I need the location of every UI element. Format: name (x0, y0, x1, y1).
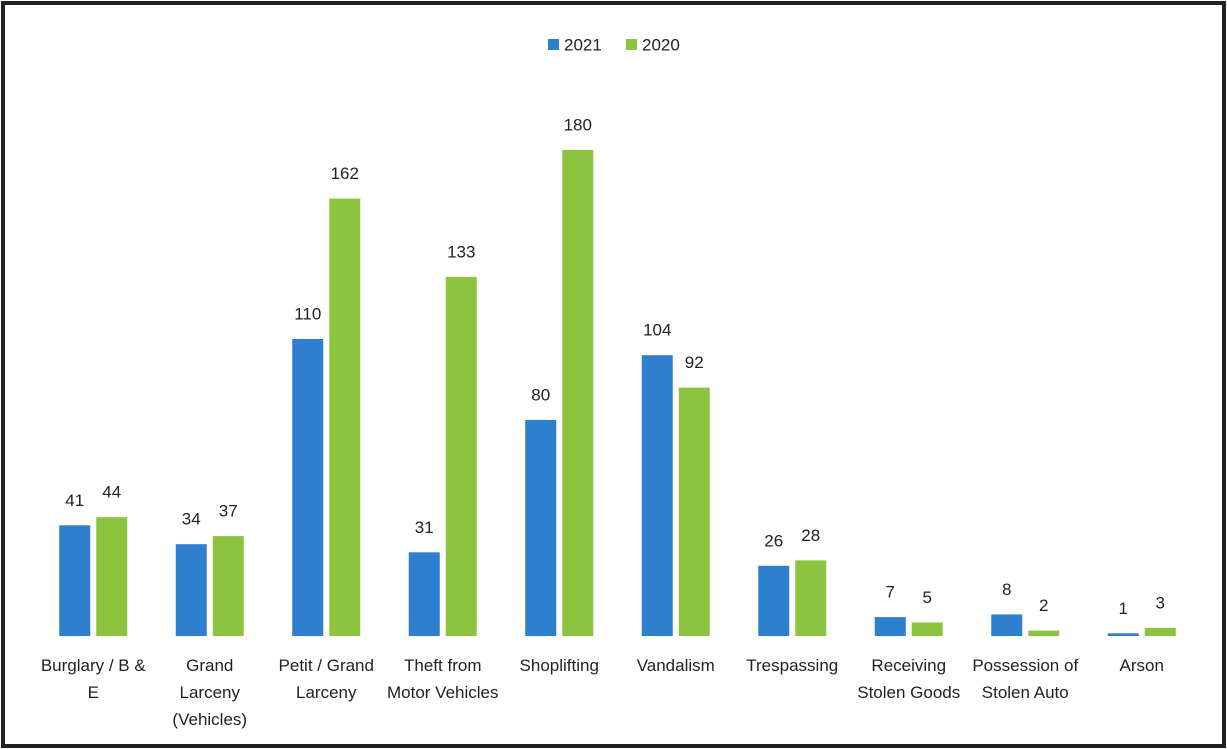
data-label: 44 (102, 483, 121, 502)
x-tick-label: Possession of Stolen Auto (972, 656, 1079, 702)
bar (59, 525, 91, 636)
bar (445, 276, 477, 636)
bar (795, 560, 827, 636)
data-label: 2 (1039, 596, 1048, 615)
x-tick-label: Trespassing (746, 656, 839, 675)
x-tick-label: Shoplifting (519, 656, 599, 675)
data-label: 5 (923, 588, 932, 607)
data-label: 162 (331, 164, 359, 183)
x-tick-label: Arson (1119, 656, 1164, 675)
data-label: 110 (294, 304, 321, 323)
legend-label: 2021 (564, 35, 602, 54)
bar (96, 517, 128, 636)
bar (329, 198, 361, 636)
bar (292, 339, 324, 636)
data-label: 31 (415, 518, 434, 537)
bar (678, 387, 710, 636)
data-label: 80 (531, 385, 550, 404)
data-label: 8 (1002, 580, 1011, 599)
data-label: 3 (1156, 593, 1165, 612)
x-tick-label: Petit / Grand Larceny (278, 656, 374, 702)
bar (1144, 627, 1176, 636)
bar (212, 536, 244, 636)
bar (874, 617, 906, 636)
bar (408, 552, 440, 636)
x-tick-label: Vandalism (636, 656, 715, 675)
x-tick-label: Burglary / B & E (40, 656, 146, 702)
data-label: 41 (65, 491, 84, 510)
bar (525, 420, 557, 636)
bar (562, 150, 594, 636)
bar (1028, 630, 1060, 636)
data-label: 37 (219, 502, 238, 521)
bar (641, 355, 673, 636)
data-label: 7 (886, 583, 895, 602)
data-label: 1 (1119, 599, 1128, 618)
data-label: 104 (643, 321, 671, 340)
bar (758, 565, 790, 636)
data-label: 28 (801, 526, 820, 545)
legend-swatch (626, 39, 637, 50)
legend-swatch (548, 39, 559, 50)
data-label: 34 (182, 510, 201, 529)
x-tick-label: Receiving Stolen Goods (857, 656, 961, 702)
bar (991, 614, 1023, 636)
legend-label: 2020 (642, 35, 680, 54)
data-label: 92 (685, 353, 704, 372)
bar (911, 622, 943, 636)
bar (1107, 633, 1139, 636)
x-tick-label: Grand Larceny (Vehicles) (172, 656, 248, 729)
data-label: 26 (764, 531, 783, 550)
data-label: 133 (447, 242, 475, 261)
bar (175, 544, 207, 636)
x-tick-label: Theft from Motor Vehicles (387, 656, 499, 702)
data-label: 180 (564, 115, 592, 134)
